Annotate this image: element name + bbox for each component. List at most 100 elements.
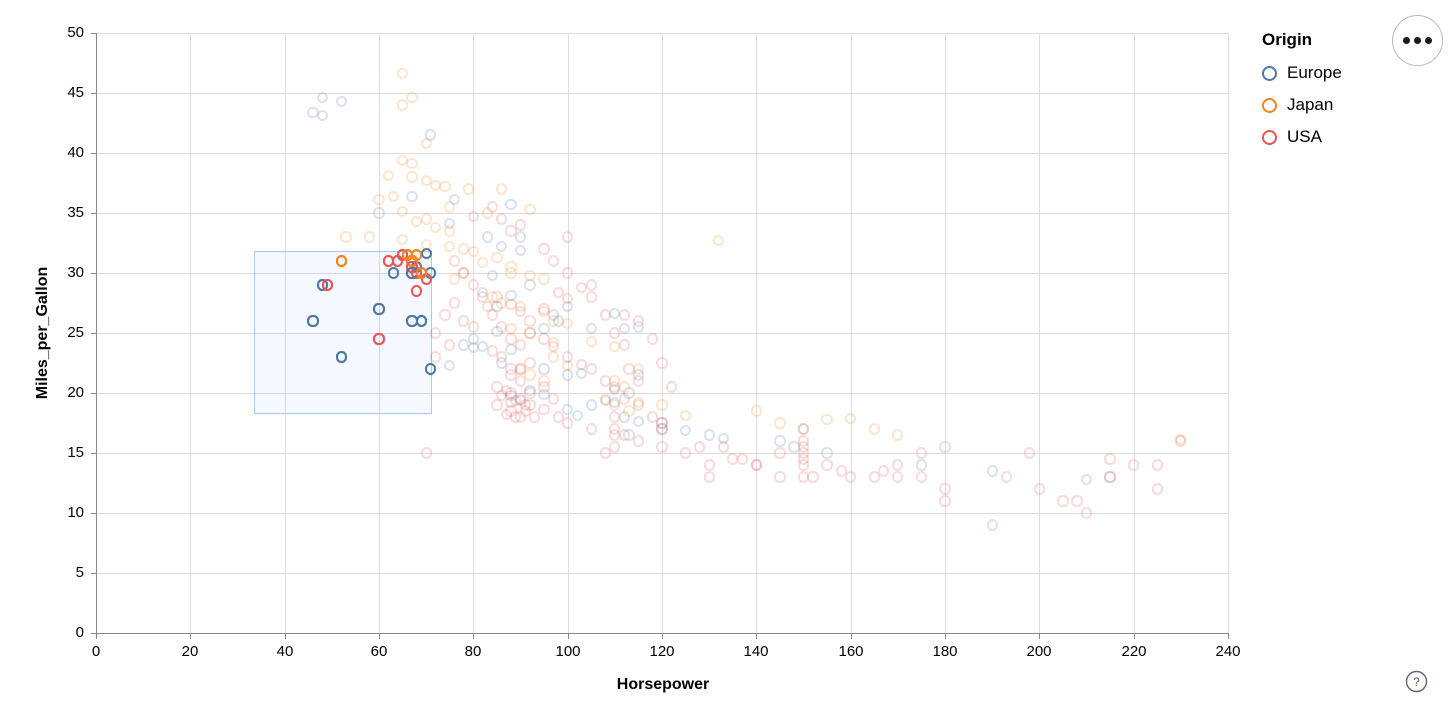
data-point-selected[interactable] <box>307 315 319 327</box>
data-point[interactable] <box>609 327 621 339</box>
data-point[interactable] <box>646 411 659 423</box>
data-point[interactable] <box>444 359 456 371</box>
data-point[interactable] <box>562 267 574 279</box>
legend-rows[interactable]: Europe Japan USA <box>1262 57 1412 153</box>
data-point[interactable] <box>656 441 668 453</box>
data-point[interactable] <box>463 183 475 195</box>
data-point[interactable] <box>316 110 328 122</box>
data-point[interactable] <box>1151 459 1163 471</box>
data-point[interactable] <box>524 369 536 381</box>
data-point-selected[interactable] <box>415 267 428 279</box>
data-point[interactable] <box>599 447 611 459</box>
data-point-selected[interactable] <box>387 267 399 279</box>
data-point[interactable] <box>694 441 706 453</box>
data-point[interactable] <box>439 181 451 193</box>
data-point[interactable] <box>406 92 418 104</box>
data-point[interactable] <box>382 170 395 182</box>
data-point[interactable] <box>562 351 574 363</box>
data-point[interactable] <box>448 255 461 267</box>
data-point[interactable] <box>868 423 880 435</box>
data-point[interactable] <box>632 375 644 387</box>
data-point[interactable] <box>892 429 904 441</box>
data-point[interactable] <box>538 243 550 255</box>
data-point[interactable] <box>396 154 409 166</box>
data-point[interactable] <box>316 92 328 104</box>
data-point[interactable] <box>632 416 644 428</box>
data-point[interactable] <box>363 231 376 243</box>
data-point[interactable] <box>609 399 621 411</box>
data-point[interactable] <box>562 231 574 243</box>
data-point[interactable] <box>335 95 347 107</box>
data-point[interactable] <box>491 291 503 303</box>
data-point[interactable] <box>1024 447 1036 459</box>
data-point[interactable] <box>562 404 574 416</box>
data-point[interactable] <box>797 459 810 471</box>
data-point[interactable] <box>444 241 456 253</box>
data-point[interactable] <box>599 393 611 405</box>
data-point[interactable] <box>444 225 456 237</box>
data-point[interactable] <box>538 404 550 416</box>
data-point[interactable] <box>538 381 550 393</box>
data-point[interactable] <box>986 465 998 477</box>
data-point[interactable] <box>632 399 644 411</box>
data-point[interactable] <box>491 251 503 263</box>
data-point[interactable] <box>340 231 352 243</box>
data-point[interactable] <box>915 447 927 459</box>
data-point[interactable] <box>845 471 857 483</box>
data-point[interactable] <box>656 357 668 369</box>
data-point[interactable] <box>547 255 560 267</box>
data-point[interactable] <box>1104 453 1116 465</box>
data-point[interactable] <box>514 231 527 243</box>
data-point[interactable] <box>396 99 409 111</box>
data-point[interactable] <box>618 309 630 321</box>
data-point[interactable] <box>420 447 432 459</box>
data-point-selected[interactable] <box>415 315 428 327</box>
data-point[interactable] <box>406 158 418 170</box>
data-point[interactable] <box>599 375 611 387</box>
data-point[interactable] <box>750 405 762 417</box>
data-point[interactable] <box>585 335 597 347</box>
data-point[interactable] <box>835 465 847 477</box>
data-point[interactable] <box>878 465 890 477</box>
data-point[interactable] <box>750 459 762 471</box>
data-point[interactable] <box>491 399 503 411</box>
data-point[interactable] <box>797 435 810 447</box>
data-point[interactable] <box>552 286 564 298</box>
data-point[interactable] <box>514 244 527 256</box>
data-point[interactable] <box>562 292 574 304</box>
data-point[interactable] <box>547 393 560 405</box>
data-point[interactable] <box>481 301 494 313</box>
data-point[interactable] <box>505 199 517 211</box>
data-point[interactable] <box>656 399 668 411</box>
data-point[interactable] <box>562 369 574 381</box>
data-point[interactable] <box>585 322 597 334</box>
data-point[interactable] <box>420 238 432 250</box>
data-point[interactable] <box>496 351 508 363</box>
data-point[interactable] <box>524 269 536 281</box>
data-point[interactable] <box>538 363 550 375</box>
legend-item-usa[interactable]: USA <box>1262 121 1412 153</box>
data-point[interactable] <box>448 273 461 285</box>
data-point[interactable] <box>618 322 630 334</box>
plot-area[interactable] <box>96 33 1229 634</box>
data-point[interactable] <box>538 273 550 285</box>
data-point[interactable] <box>547 315 560 327</box>
data-point[interactable] <box>562 417 574 429</box>
data-point[interactable] <box>505 267 517 279</box>
data-point[interactable] <box>396 68 409 80</box>
data-point[interactable] <box>425 363 437 375</box>
data-point[interactable] <box>632 435 644 447</box>
data-point[interactable] <box>373 207 385 219</box>
data-point[interactable] <box>1057 495 1069 507</box>
data-point[interactable] <box>477 291 489 303</box>
data-point[interactable] <box>458 315 470 327</box>
data-point[interactable] <box>467 333 479 345</box>
data-point[interactable] <box>547 340 560 352</box>
data-point[interactable] <box>599 309 611 321</box>
brush-selection-layer[interactable] <box>96 33 1228 633</box>
data-point[interactable] <box>538 333 550 345</box>
legend-item-europe[interactable]: Europe <box>1262 57 1412 89</box>
data-point[interactable] <box>510 411 522 423</box>
data-point[interactable] <box>609 411 621 423</box>
data-point[interactable] <box>396 206 409 218</box>
